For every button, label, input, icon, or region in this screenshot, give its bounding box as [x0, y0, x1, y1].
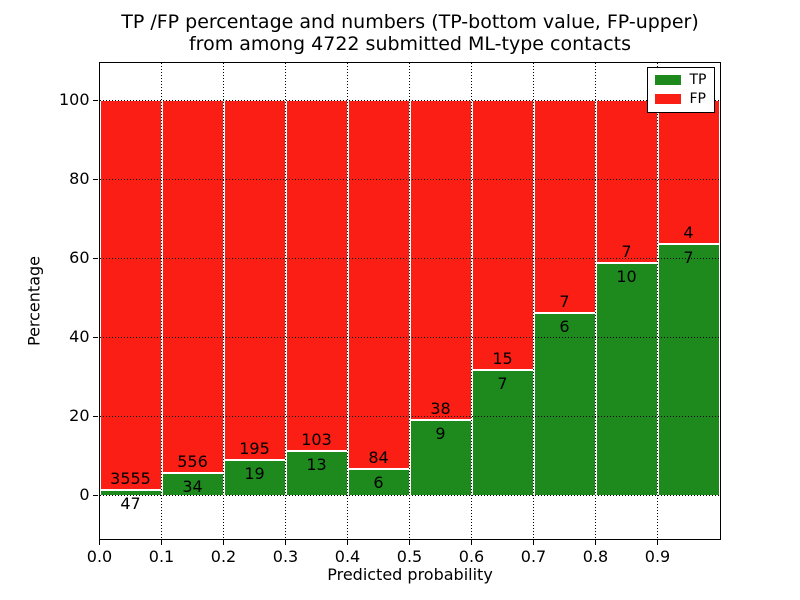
grid-line-x: [533, 62, 534, 539]
chart-title-line1: TP /FP percentage and numbers (TP-bottom…: [121, 11, 699, 33]
fp-count-label: 38: [430, 398, 451, 418]
grid-line-y: [99, 99, 720, 101]
x-tick-mark: [98, 540, 101, 545]
fp-count-label: 7: [621, 242, 632, 262]
x-tick-mark: [656, 540, 659, 545]
x-tick-label: 0.8: [582, 546, 609, 566]
x-tick-label: 0.1: [148, 546, 175, 566]
x-tick-mark: [160, 540, 163, 545]
y-tick-mark: [93, 336, 98, 339]
grid-line-y: [99, 257, 720, 259]
fp-count-label: 7: [559, 292, 570, 312]
x-tick-mark: [470, 540, 473, 545]
fp-bar-segment: [533, 100, 596, 314]
fp-bar-segment: [595, 100, 658, 264]
fp-bar-segment: [223, 100, 286, 461]
fp-bar-segment: [409, 100, 472, 420]
tp-bar-segment: [347, 469, 410, 496]
x-tick-label: 0.6: [458, 546, 485, 566]
y-axis-label: Percentage: [24, 255, 44, 347]
y-tick-mark: [93, 494, 98, 497]
tp-bar-segment: [223, 460, 286, 496]
y-tick-label: 80: [69, 169, 90, 189]
y-tick-label: 100: [58, 90, 90, 110]
fp-bar-segment: [161, 100, 224, 473]
legend-swatch-fp: [654, 94, 681, 104]
fp-count-label: 15: [492, 348, 513, 368]
grid-line-x: [657, 62, 658, 539]
x-tick-mark: [222, 540, 225, 545]
fp-count-label: 3555: [110, 469, 151, 489]
grid-line-x: [161, 62, 162, 539]
x-tick-label: 0.9: [644, 546, 671, 566]
tp-bar-segment: [595, 263, 658, 496]
tp-bar-segment: [533, 313, 596, 496]
fp-bar-segment: [285, 100, 348, 452]
x-tick-mark: [532, 540, 535, 545]
grid-line-x: [595, 62, 596, 539]
x-tick-label: 0.7: [520, 546, 547, 566]
y-tick-mark: [93, 257, 98, 260]
tp-count-label: 47: [120, 494, 141, 514]
x-tick-label: 0.2: [210, 546, 237, 566]
y-tick-mark: [93, 415, 98, 418]
grid-line-y: [99, 415, 720, 417]
legend-label-tp: TP: [689, 72, 707, 88]
tp-bar-segment: [409, 419, 472, 496]
y-tick-label: 0: [79, 485, 90, 505]
y-tick-label: 40: [69, 327, 90, 347]
x-tick-mark: [284, 540, 287, 545]
grid-line-x: [285, 62, 286, 539]
y-tick-label: 60: [69, 248, 90, 268]
legend-entry-tp: TP: [654, 71, 707, 90]
tp-count-label: 13: [306, 455, 327, 475]
grid-line-y: [99, 178, 720, 180]
y-tick-mark: [93, 178, 98, 181]
x-tick-label: 0.4: [334, 546, 361, 566]
tp-count-label: 10: [616, 267, 637, 287]
tp-count-label: 7: [497, 373, 508, 393]
x-tick-mark: [346, 540, 349, 545]
grid-line-x: [409, 62, 410, 539]
x-tick-label: 0.3: [272, 546, 299, 566]
fp-bar-segment: [471, 100, 534, 370]
tp-count-label: 19: [244, 464, 265, 484]
tp-count-label: 34: [182, 476, 203, 496]
x-axis-label: Predicted probability: [327, 565, 493, 584]
legend-label-fp: FP: [689, 91, 707, 107]
x-tick-label: 0.0: [86, 546, 113, 566]
tp-count-label: 7: [683, 248, 694, 268]
plot-area: 3555 47 556 34 195 19 103 13 84 6 38 9 15 7 7 6 7 10 4 7 0.0…: [59, 61, 721, 566]
fp-bar-segment: [99, 100, 162, 491]
y-tick-mark: [93, 99, 98, 102]
legend-entry-fp: FP: [654, 90, 707, 109]
legend: TP FP: [646, 66, 715, 113]
tp-bar-segment: [657, 244, 720, 496]
tp-bar-segment: [285, 451, 348, 496]
fp-bar-segment: [657, 100, 720, 245]
legend-swatch-tp: [654, 75, 681, 85]
chart-title-line2: from among 4722 submitted ML-type contac…: [188, 33, 632, 55]
fp-bar-segment: [347, 100, 410, 470]
tp-count-label: 6: [373, 473, 384, 493]
tp-count-label: 9: [435, 423, 446, 443]
x-tick-mark: [594, 540, 597, 545]
fp-count-label: 195: [239, 439, 270, 459]
grid-line-x: [223, 62, 224, 539]
x-tick-label: 0.5: [396, 546, 423, 566]
grid-line-x: [471, 62, 472, 539]
fp-count-label: 103: [301, 430, 332, 450]
grid-line-y: [99, 336, 720, 338]
y-tick-label: 20: [69, 406, 90, 426]
fp-count-label: 556: [177, 451, 208, 471]
grid-line-x: [347, 62, 348, 539]
grid-line-y: [99, 494, 720, 496]
tp-bar-segment: [471, 369, 534, 496]
tp-count-label: 6: [559, 317, 570, 337]
x-tick-mark: [408, 540, 411, 545]
fp-count-label: 4: [683, 223, 694, 243]
fp-count-label: 84: [368, 448, 389, 468]
